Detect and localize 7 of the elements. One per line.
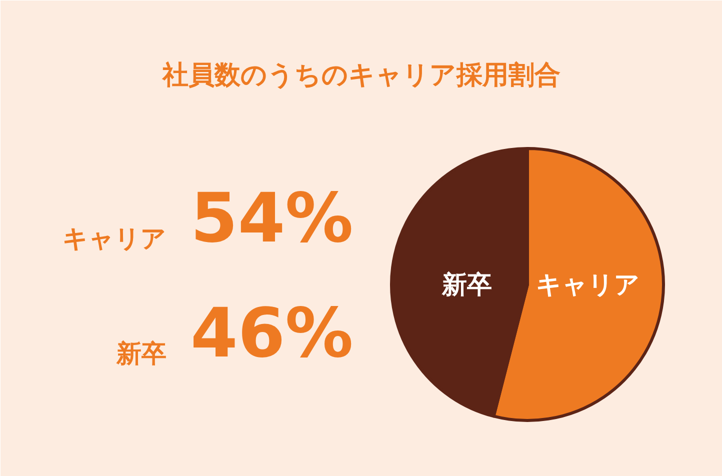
- chart-title: 社員数のうちのキャリア採用割合: [162, 60, 560, 90]
- text: 54%: [190, 180, 354, 258]
- slice-label: キャリア: [536, 270, 640, 299]
- text: キャリア: [62, 224, 166, 253]
- text: 46%: [190, 294, 354, 374]
- slice-label: 新卒: [440, 270, 492, 299]
- text: 新卒: [116, 339, 166, 368]
